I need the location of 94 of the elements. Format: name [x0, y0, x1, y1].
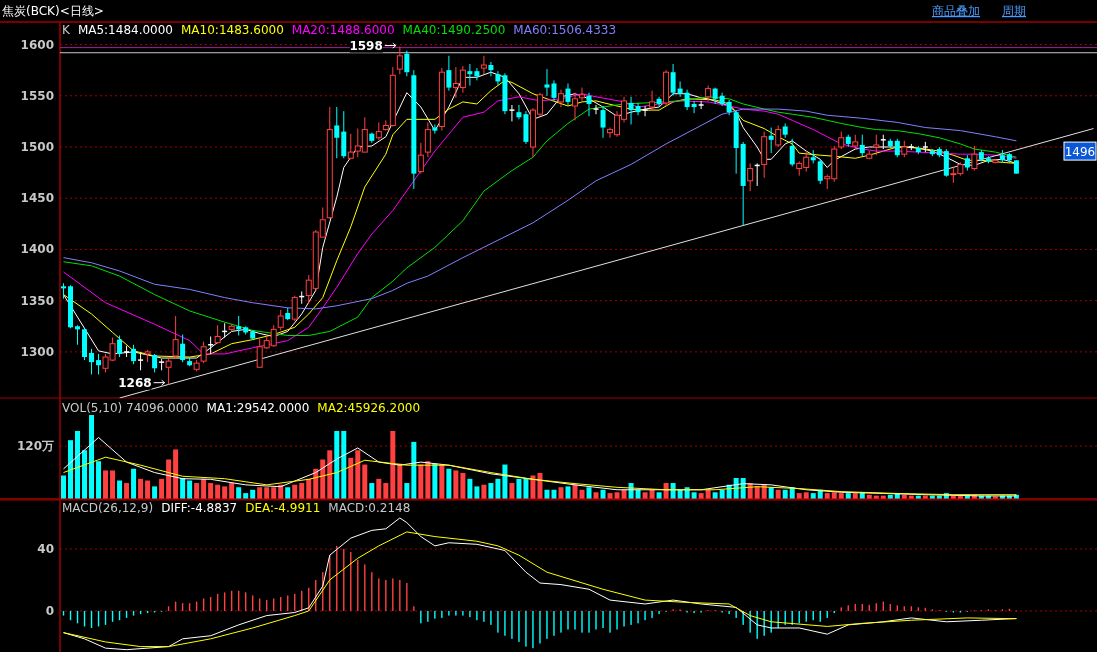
- bar: [460, 472, 466, 499]
- bar: [89, 415, 95, 499]
- bar: [229, 483, 235, 499]
- bar: [502, 464, 508, 499]
- text: MA40:1490.2500: [402, 23, 506, 37]
- bar: [390, 430, 396, 499]
- bar: [341, 430, 347, 499]
- bar: [355, 450, 361, 499]
- bar: [124, 483, 130, 499]
- bar: [166, 459, 172, 499]
- text: MA10:1483.6000: [181, 23, 284, 37]
- legend-title: K: [62, 23, 71, 37]
- y-tick-label: 1350: [20, 293, 54, 308]
- annotation: 1268: [118, 375, 152, 390]
- bar: [516, 478, 522, 499]
- bar: [187, 480, 193, 499]
- y-tick-label: 1400: [20, 242, 54, 257]
- bar: [453, 470, 459, 499]
- bar: [383, 483, 389, 499]
- bar: [173, 449, 179, 499]
- bar: [159, 478, 165, 499]
- bar: [432, 463, 438, 499]
- text: MA5:1484.0000: [77, 23, 174, 37]
- annotation: 1496: [1064, 144, 1096, 159]
- bar: [334, 430, 340, 499]
- bar: [110, 470, 116, 499]
- bar: [411, 441, 417, 499]
- bar: [215, 484, 221, 499]
- bar: [145, 480, 151, 499]
- bar: [418, 464, 424, 499]
- bar: [474, 486, 480, 499]
- bar: [327, 450, 333, 499]
- bar: [348, 457, 354, 499]
- bar: [362, 464, 368, 499]
- bar: [152, 486, 158, 499]
- bar: [565, 486, 571, 499]
- bar: [425, 461, 431, 499]
- bar: [222, 486, 228, 499]
- bar: [117, 480, 123, 499]
- text: 周期: [1002, 4, 1026, 18]
- annotation: MACD:0.2148: [328, 501, 411, 515]
- bar: [96, 461, 102, 499]
- chart-title: 焦炭(BCK)<日线>: [2, 4, 104, 18]
- bar: [530, 475, 536, 499]
- text: MA20:1488.6000: [291, 23, 395, 37]
- bar: [68, 440, 74, 499]
- bar: [509, 483, 515, 499]
- text: MA1:29542.0000: [206, 401, 310, 415]
- annotation: 1598: [349, 38, 383, 53]
- bar: [439, 464, 445, 499]
- text: DIFF:-4.8837: [161, 501, 238, 515]
- text: MA2:45926.2000: [317, 401, 421, 415]
- bar: [271, 487, 277, 499]
- bar: [257, 487, 263, 499]
- ref-line-label: 120万: [16, 439, 54, 454]
- bar: [397, 463, 403, 499]
- legend-title: VOL(5,10) 74096.0000: [62, 401, 199, 415]
- bar: [369, 483, 375, 499]
- bar: [558, 487, 564, 499]
- text: DEA:-4.9911: [245, 501, 321, 515]
- text: MA60:1506.4333: [513, 23, 617, 37]
- bar: [131, 468, 137, 499]
- bar: [264, 487, 270, 499]
- bar: [446, 468, 452, 499]
- bar: [488, 483, 494, 499]
- legend-title: MACD(26,12,9): [62, 501, 154, 515]
- bar: [194, 483, 200, 499]
- bar: [481, 484, 487, 499]
- bar: [299, 483, 305, 499]
- y-tick-label: 40: [37, 541, 54, 556]
- bar: [376, 478, 382, 499]
- y-tick-label: 1300: [20, 344, 54, 359]
- y-tick-label: 1550: [20, 88, 54, 103]
- bar: [495, 478, 501, 499]
- bar: [61, 475, 66, 499]
- y-tick-label: 1450: [20, 191, 54, 206]
- line-series: [63, 108, 1017, 310]
- bar: [138, 478, 144, 499]
- bar: [75, 430, 81, 499]
- y-tick-label: 1500: [20, 139, 54, 154]
- bar: [208, 483, 214, 499]
- bar: [236, 487, 242, 499]
- bar: [292, 484, 298, 499]
- bar: [467, 478, 473, 499]
- bar: [523, 478, 529, 499]
- text: 商品叠加: [932, 4, 980, 18]
- y-tick-label: 0: [45, 603, 54, 618]
- bar: [82, 450, 88, 499]
- bar: [586, 487, 592, 499]
- bar: [404, 483, 410, 499]
- y-tick-label: 1600: [20, 37, 54, 52]
- bar: [285, 487, 291, 499]
- bar: [103, 470, 109, 499]
- bar: [180, 478, 186, 499]
